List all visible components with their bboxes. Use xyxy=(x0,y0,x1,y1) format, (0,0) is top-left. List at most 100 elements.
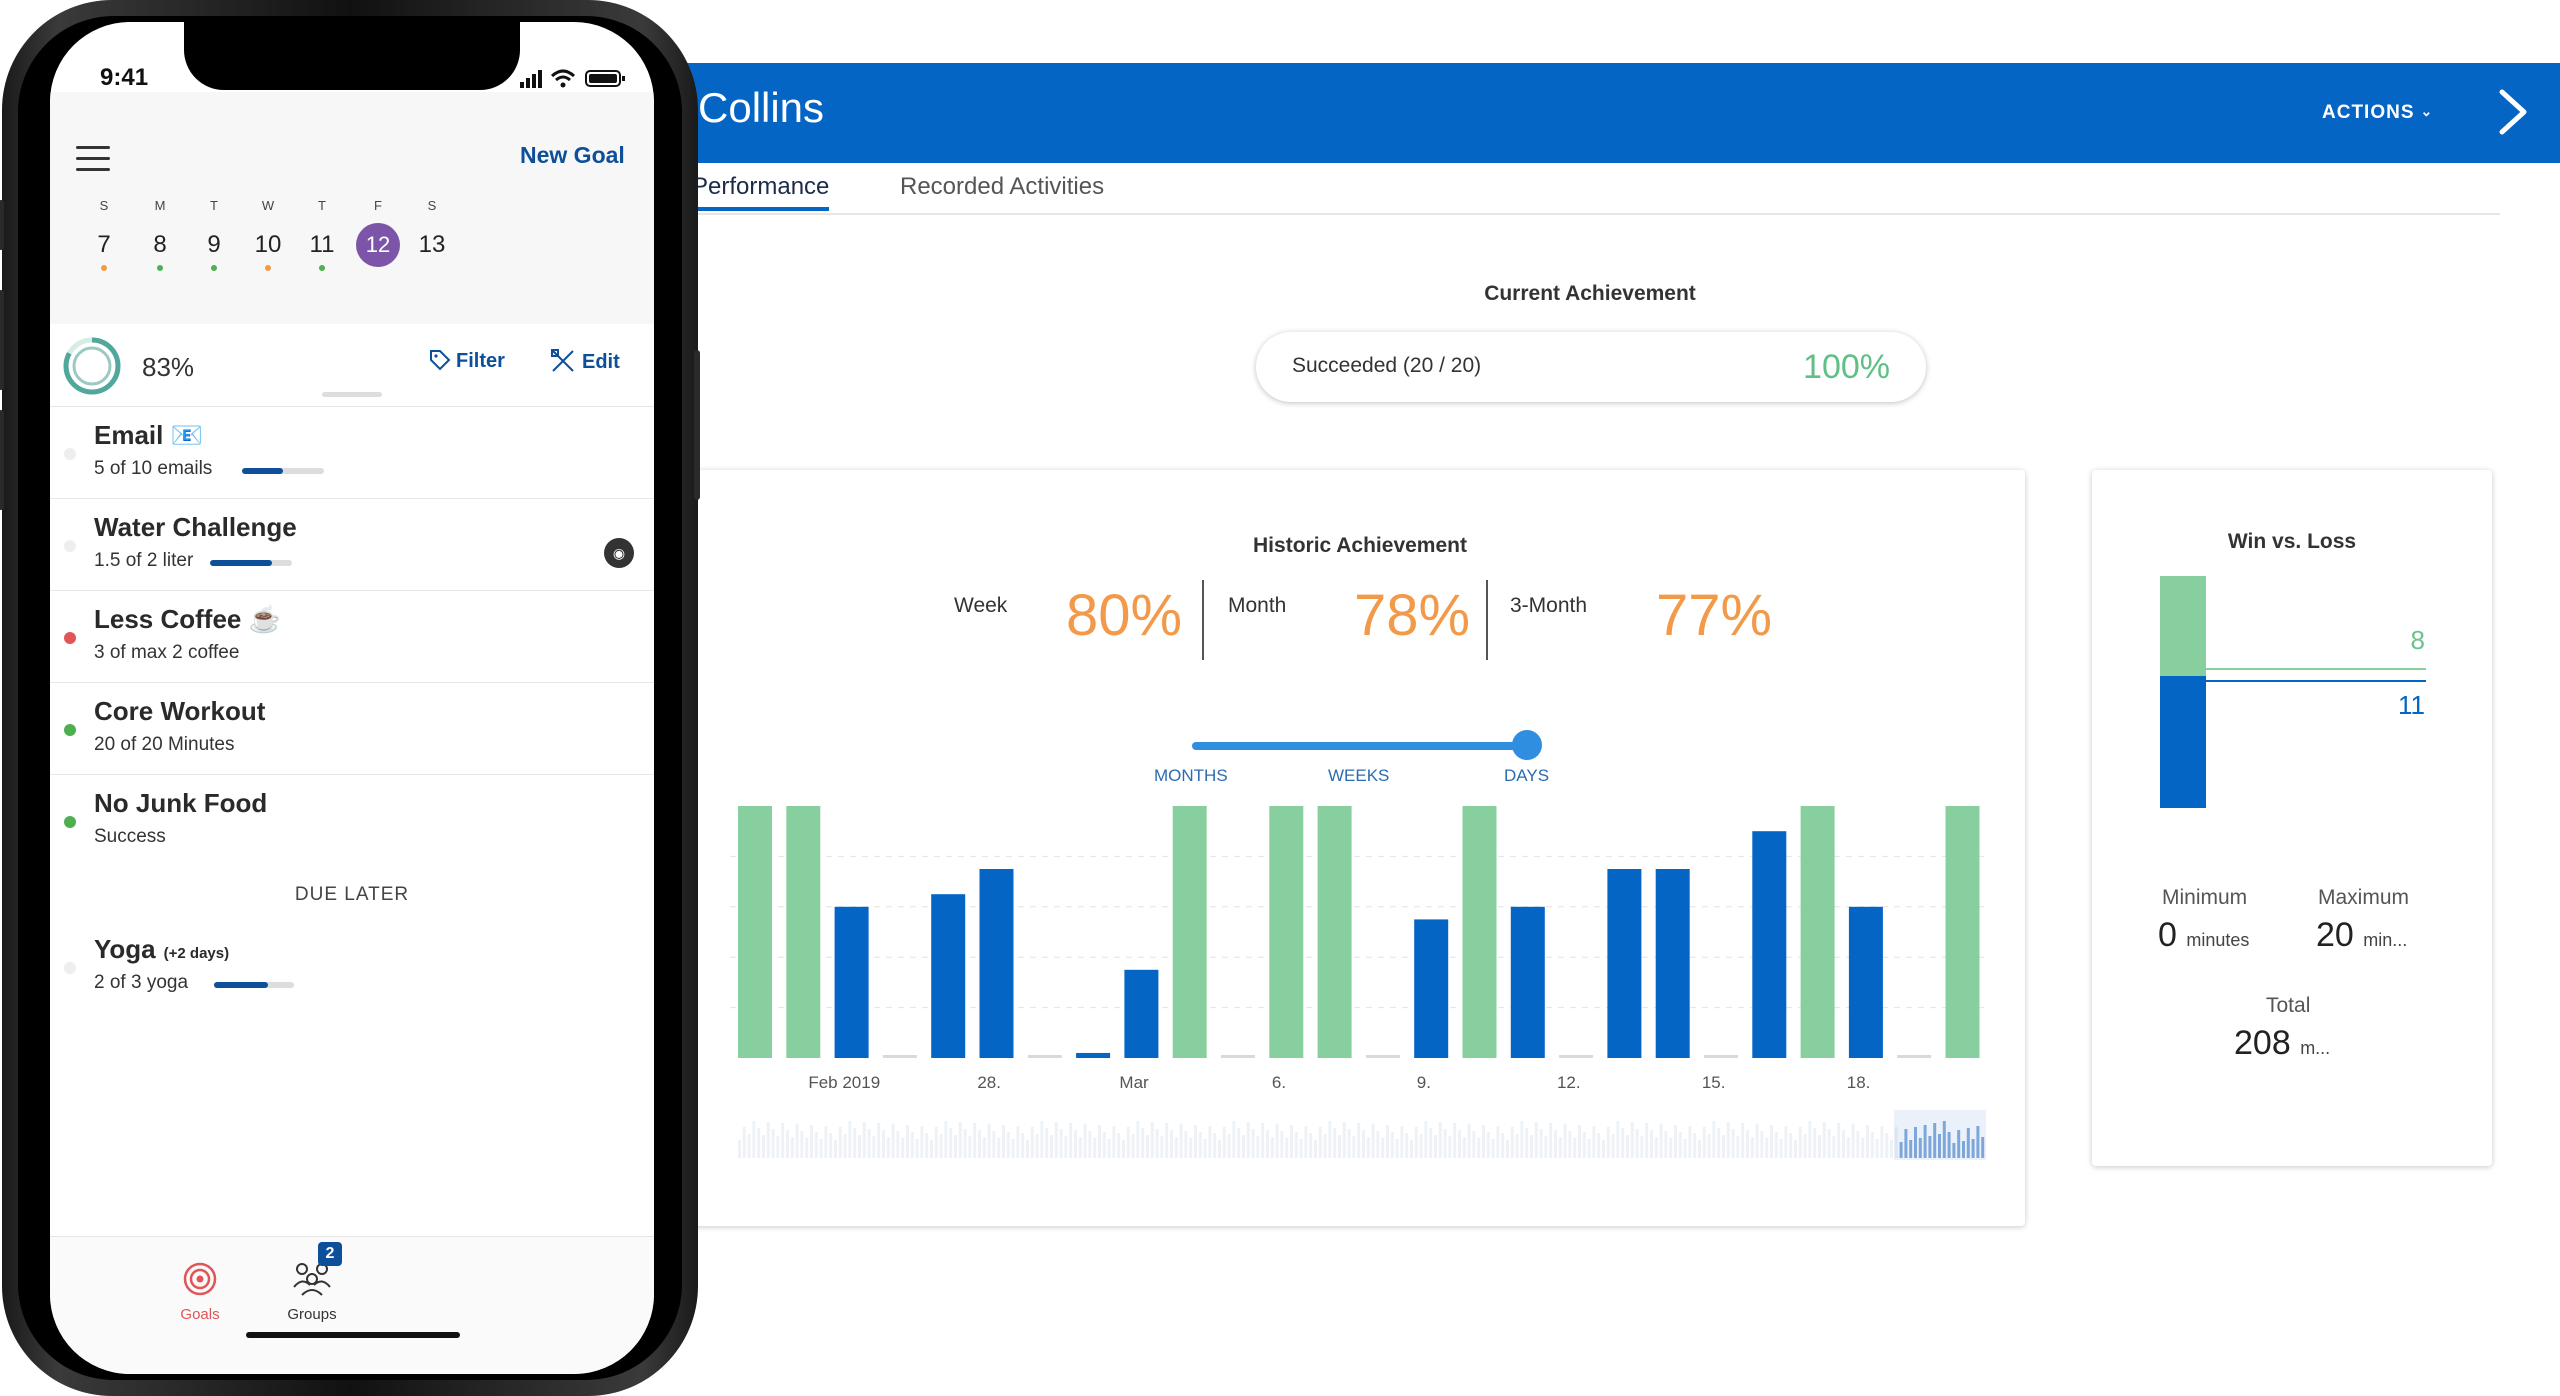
chart-bar[interactable] xyxy=(738,806,772,1058)
navigator-bar xyxy=(1621,1128,1625,1158)
drag-handle[interactable] xyxy=(322,392,382,397)
navigator-bar xyxy=(747,1134,751,1158)
chart-bar[interactable] xyxy=(1027,1055,1062,1058)
chart-bar[interactable] xyxy=(979,869,1014,1058)
granularity-weeks[interactable]: WEEKS xyxy=(1328,766,1390,785)
calendar-day[interactable]: W 10 xyxy=(238,198,298,271)
chart-bar[interactable] xyxy=(882,1055,917,1058)
navigator-bar xyxy=(1717,1128,1721,1158)
chart-bar[interactable] xyxy=(834,906,869,1058)
chart-bar[interactable] xyxy=(1317,806,1352,1058)
x-tick-label: Feb 2019 xyxy=(808,1073,880,1092)
filter-button[interactable]: Filter xyxy=(428,348,505,373)
tab-groups-label: Groups xyxy=(287,1306,337,1323)
tab-performance[interactable]: Performance xyxy=(692,173,830,211)
edit-button[interactable]: Edit xyxy=(550,348,620,374)
chart-bar[interactable] xyxy=(1365,1055,1400,1058)
goal-emoji-icon: 📧 xyxy=(170,420,203,450)
navigator-bar xyxy=(1506,1140,1509,1158)
navigator-bar xyxy=(1131,1134,1135,1158)
chart-bar[interactable] xyxy=(1124,969,1159,1058)
chart-bar[interactable] xyxy=(1752,831,1787,1058)
granularity-days[interactable]: DAYS xyxy=(1504,766,1550,785)
navigator-bar xyxy=(1520,1121,1524,1158)
navigator-bar xyxy=(1755,1124,1759,1158)
navigator-bar xyxy=(982,1137,986,1158)
navigator-bar xyxy=(1789,1133,1793,1158)
chart-bar[interactable] xyxy=(1848,906,1883,1058)
navigator-bar xyxy=(1669,1138,1673,1158)
goal-item[interactable]: Yoga (+2 days) 2 of 3 yoga xyxy=(50,922,654,1012)
chart-bar[interactable] xyxy=(1607,869,1642,1058)
granularity-slider-track[interactable] xyxy=(1192,742,1528,750)
day-number: 8 xyxy=(153,231,167,258)
navigator-bar xyxy=(1165,1123,1169,1158)
chevron-right-icon[interactable] xyxy=(2490,86,2536,138)
day-number: 12 xyxy=(356,223,400,267)
navigator-bar xyxy=(1530,1135,1533,1158)
hamburger-menu-icon[interactable] xyxy=(76,146,110,172)
chart-bar[interactable] xyxy=(931,894,966,1058)
navigator-bar xyxy=(838,1127,842,1158)
navigator-bar xyxy=(1630,1122,1634,1158)
chart-bar[interactable] xyxy=(1414,919,1449,1058)
granularity-months[interactable]: MONTHS xyxy=(1154,766,1228,785)
win-loss-card xyxy=(2092,470,2492,1166)
chart-bar[interactable] xyxy=(1076,1052,1111,1058)
chart-bar[interactable] xyxy=(786,806,821,1058)
chart-bar[interactable] xyxy=(1655,869,1690,1058)
calendar-day[interactable]: T 11 xyxy=(292,198,352,271)
navigator-bar xyxy=(1122,1140,1125,1158)
chart-bar[interactable] xyxy=(1269,806,1304,1058)
calendar-day[interactable]: S 13 xyxy=(402,198,462,265)
goal-item[interactable]: Less Coffee ☕ 3 of max 2 coffee xyxy=(50,592,654,683)
navigator-bar xyxy=(1117,1133,1121,1158)
navigator-bar xyxy=(1837,1123,1841,1158)
navigator-bar xyxy=(1304,1126,1308,1158)
navigator-selection[interactable] xyxy=(1894,1110,1986,1160)
chart-bar[interactable] xyxy=(1897,1055,1932,1058)
navigator-bar xyxy=(1170,1130,1173,1158)
calendar-day[interactable]: F 12 xyxy=(348,198,408,267)
tab-goals[interactable]: Goals xyxy=(160,1261,240,1323)
navigator-bar xyxy=(1112,1126,1116,1158)
goal-item[interactable]: No Junk Food Success xyxy=(50,776,654,866)
navigator-bar xyxy=(954,1135,957,1158)
tab-groups[interactable]: Groups xyxy=(272,1261,352,1323)
actions-menu-button[interactable]: ACTIONS ⌄ xyxy=(2322,102,2433,124)
tab-recorded-activities[interactable]: Recorded Activities xyxy=(900,173,1105,200)
new-goal-button[interactable]: New Goal xyxy=(520,142,625,168)
navigator-bar xyxy=(1981,1137,1985,1158)
goal-item[interactable]: Email 📧 5 of 10 emails xyxy=(50,408,654,499)
win-bar xyxy=(2160,576,2206,676)
goal-item[interactable]: Core Workout 20 of 20 Minutes xyxy=(50,684,654,775)
navigator-bar xyxy=(752,1121,756,1158)
day-of-week: F xyxy=(374,198,382,213)
wifi-icon xyxy=(550,69,576,88)
navigator-bar xyxy=(1880,1126,1884,1158)
chart-bar[interactable] xyxy=(1704,1055,1738,1058)
chart-bar[interactable] xyxy=(1221,1055,1255,1058)
chart-bar[interactable] xyxy=(1172,806,1207,1058)
win-loss-title: Win vs. Loss xyxy=(2227,530,2357,553)
navigator-bar xyxy=(1064,1136,1068,1158)
chart-bar[interactable] xyxy=(1462,806,1497,1058)
navigator-bar xyxy=(848,1121,852,1158)
chart-bar[interactable] xyxy=(1510,906,1545,1058)
navigator-bar xyxy=(1640,1136,1644,1158)
navigator-bar xyxy=(915,1139,919,1158)
navigator-bar xyxy=(1645,1123,1649,1158)
granularity-slider-thumb[interactable] xyxy=(1512,730,1542,760)
chart-bar[interactable] xyxy=(1945,806,1980,1058)
chevron-down-icon: ⌄ xyxy=(2420,103,2434,119)
navigator-bar xyxy=(1803,1134,1807,1158)
goal-item[interactable]: Water Challenge 1.5 of 2 liter ◉ xyxy=(50,500,654,591)
stat-divider xyxy=(1202,580,1204,660)
chart-bar[interactable] xyxy=(1559,1055,1594,1058)
navigator-bar xyxy=(1069,1123,1073,1158)
navigator-bar xyxy=(1338,1135,1341,1158)
chart-bar[interactable] xyxy=(1800,806,1835,1058)
